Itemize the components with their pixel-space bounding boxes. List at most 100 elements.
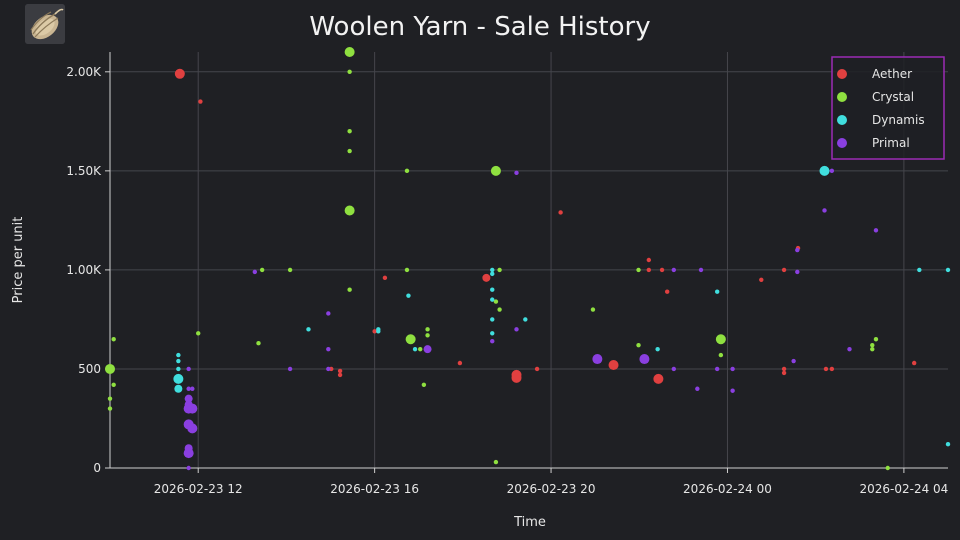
data-point-dynamis[interactable] <box>412 346 418 352</box>
data-point-dynamis[interactable] <box>819 165 830 176</box>
data-point-crystal[interactable] <box>344 205 355 216</box>
data-point-primal[interactable] <box>639 354 650 365</box>
data-point-primal[interactable] <box>671 366 677 372</box>
data-point-primal[interactable] <box>187 403 198 414</box>
data-point-dynamis[interactable] <box>173 373 184 384</box>
data-point-aether[interactable] <box>608 359 619 370</box>
data-point-dynamis[interactable] <box>490 297 495 302</box>
data-point-aether[interactable] <box>911 360 917 366</box>
data-point-crystal[interactable] <box>870 346 875 352</box>
data-point-crystal[interactable] <box>404 267 410 273</box>
data-point-primal[interactable] <box>514 170 519 176</box>
data-point-primal[interactable] <box>671 267 677 273</box>
data-point-crystal[interactable] <box>111 337 116 342</box>
data-point-dynamis[interactable] <box>176 352 181 358</box>
data-point-crystal[interactable] <box>715 334 726 345</box>
data-point-primal[interactable] <box>730 388 735 393</box>
data-point-crystal[interactable] <box>490 165 501 176</box>
data-point-primal[interactable] <box>592 354 603 365</box>
data-point-primal[interactable] <box>287 366 293 372</box>
data-point-crystal[interactable] <box>404 168 410 174</box>
data-point-aether[interactable] <box>482 273 491 282</box>
data-point-aether[interactable] <box>659 267 665 273</box>
data-point-crystal[interactable] <box>405 334 416 345</box>
data-point-crystal[interactable] <box>105 363 115 374</box>
data-point-primal[interactable] <box>847 346 852 352</box>
data-point-crystal[interactable] <box>497 267 502 273</box>
data-point-primal[interactable] <box>183 448 194 459</box>
data-point-crystal[interactable] <box>425 327 430 332</box>
data-point-dynamis[interactable] <box>174 384 183 393</box>
data-point-crystal[interactable] <box>256 341 261 346</box>
data-point-aether[interactable] <box>653 373 664 384</box>
data-point-primal[interactable] <box>423 345 432 354</box>
data-point-primal[interactable] <box>514 327 519 332</box>
data-point-crystal[interactable] <box>347 69 352 75</box>
data-point-primal[interactable] <box>252 269 258 275</box>
data-point-primal[interactable] <box>829 168 835 174</box>
data-point-crystal[interactable] <box>590 307 596 312</box>
data-point-aether[interactable] <box>372 329 377 334</box>
data-point-dynamis[interactable] <box>523 317 528 322</box>
data-point-aether[interactable] <box>511 372 522 383</box>
data-point-crystal[interactable] <box>497 307 502 312</box>
data-point-aether[interactable] <box>174 68 185 79</box>
data-point-crystal[interactable] <box>421 382 427 387</box>
data-point-dynamis[interactable] <box>945 267 951 273</box>
data-point-crystal[interactable] <box>873 337 879 342</box>
data-point-crystal[interactable] <box>287 267 293 273</box>
data-point-dynamis[interactable] <box>376 329 381 334</box>
data-point-primal[interactable] <box>184 394 193 403</box>
data-point-primal[interactable] <box>326 311 331 316</box>
data-point-primal[interactable] <box>714 366 720 372</box>
data-point-aether[interactable] <box>759 277 764 283</box>
data-point-primal[interactable] <box>190 386 195 391</box>
data-point-aether[interactable] <box>337 372 343 378</box>
data-point-dynamis[interactable] <box>945 442 951 447</box>
data-point-crystal[interactable] <box>259 267 265 273</box>
data-point-primal[interactable] <box>795 247 800 253</box>
data-point-crystal[interactable] <box>196 331 201 336</box>
data-point-crystal[interactable] <box>425 333 430 338</box>
data-point-crystal[interactable] <box>636 267 641 273</box>
data-point-crystal[interactable] <box>347 129 352 134</box>
data-point-crystal[interactable] <box>111 382 116 387</box>
data-point-aether[interactable] <box>823 366 829 372</box>
data-point-dynamis[interactable] <box>176 358 181 364</box>
data-point-crystal[interactable] <box>418 346 423 352</box>
data-point-dynamis[interactable] <box>490 267 495 273</box>
data-point-dynamis[interactable] <box>490 331 495 336</box>
data-point-dynamis[interactable] <box>490 317 495 322</box>
data-point-dynamis[interactable] <box>917 267 922 273</box>
data-point-aether[interactable] <box>664 289 670 294</box>
data-point-primal[interactable] <box>795 269 800 275</box>
data-point-primal[interactable] <box>490 339 495 344</box>
data-point-aether[interactable] <box>382 275 388 281</box>
data-point-aether[interactable] <box>198 99 203 104</box>
data-point-aether[interactable] <box>558 210 563 215</box>
data-point-dynamis[interactable] <box>306 327 311 332</box>
data-point-primal[interactable] <box>186 366 191 372</box>
data-point-crystal[interactable] <box>493 299 499 304</box>
data-point-dynamis[interactable] <box>176 366 181 372</box>
data-point-aether[interactable] <box>781 267 787 273</box>
data-point-primal[interactable] <box>326 346 331 352</box>
data-point-primal[interactable] <box>186 386 191 391</box>
data-point-aether[interactable] <box>781 366 787 372</box>
data-point-dynamis[interactable] <box>490 287 495 292</box>
data-point-crystal[interactable] <box>870 342 875 348</box>
data-point-crystal[interactable] <box>885 465 890 471</box>
data-point-primal[interactable] <box>695 386 700 391</box>
data-point-aether[interactable] <box>646 267 652 273</box>
data-point-aether[interactable] <box>337 368 343 374</box>
data-point-crystal[interactable] <box>718 352 724 358</box>
data-point-primal[interactable] <box>187 423 198 434</box>
data-point-aether[interactable] <box>646 257 652 263</box>
data-point-crystal[interactable] <box>493 459 499 465</box>
data-point-aether[interactable] <box>534 366 540 372</box>
data-point-aether[interactable] <box>457 360 463 366</box>
data-point-aether[interactable] <box>781 370 787 376</box>
data-point-primal[interactable] <box>698 267 704 273</box>
data-point-primal[interactable] <box>873 228 879 233</box>
data-point-crystal[interactable] <box>344 47 355 57</box>
